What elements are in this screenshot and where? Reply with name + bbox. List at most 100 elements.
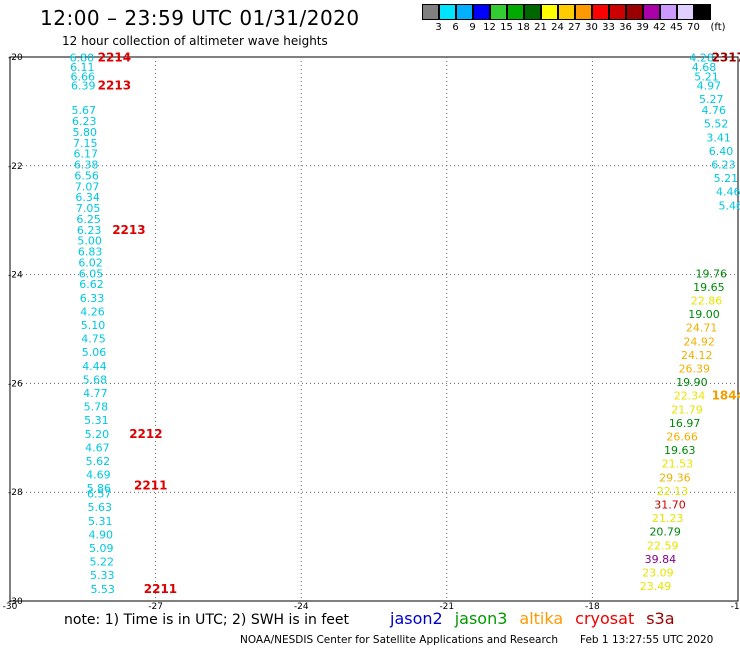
- wave-height-value: 5.86: [87, 482, 112, 495]
- color-swatch: [660, 4, 677, 20]
- color-scale-label: 21: [534, 22, 547, 33]
- wave-height-value: 6.83: [78, 246, 103, 259]
- pass-time-label: 2213: [98, 79, 131, 93]
- wave-height-value: 6.02: [78, 256, 103, 269]
- wave-height-value: 5.68: [83, 373, 108, 386]
- wave-height-value: 26.66: [666, 431, 698, 444]
- wave-height-value: 4.46: [716, 186, 740, 199]
- wave-height-value: 5.80: [72, 126, 97, 139]
- wave-height-value: 24.71: [686, 322, 718, 335]
- wave-height-value: 22.86: [691, 295, 723, 308]
- color-scale-label: 24: [551, 22, 564, 33]
- wave-height-value: 4.44: [82, 360, 107, 373]
- color-swatch: [490, 4, 507, 20]
- wave-height-value: 5.67: [72, 104, 97, 117]
- color-scale-label: 42: [653, 22, 666, 33]
- generated-timestamp: Feb 1 13:27:55 UTC 2020: [580, 634, 714, 646]
- color-swatch: [626, 4, 643, 20]
- wave-height-value: 5.22: [89, 556, 114, 569]
- wave-height-value: 6.23: [72, 115, 97, 128]
- wave-height-value: 6.38: [74, 159, 99, 172]
- wave-height-value: 21.23: [652, 512, 684, 525]
- wave-height-value: 4.67: [85, 441, 110, 454]
- wave-height-value: 3.41: [706, 131, 731, 144]
- wave-height-value: 19.90: [676, 376, 708, 389]
- wave-height-value: 6.23: [711, 159, 736, 172]
- wave-height-value: 19.65: [693, 281, 725, 294]
- wave-height-value: 23.49: [640, 580, 672, 593]
- wave-height-value: 22.13: [657, 485, 689, 498]
- color-swatch: [422, 4, 439, 20]
- color-swatch: [456, 4, 473, 20]
- wave-height-value: 29.36: [659, 471, 691, 484]
- wave-height-value: 24.92: [683, 335, 715, 348]
- color-scale-unit: (ft): [710, 22, 726, 33]
- color-scale-label: 45: [670, 22, 683, 33]
- legend-item: s3a: [646, 609, 675, 628]
- color-scale-label: 39: [636, 22, 649, 33]
- wave-height-value: 4.26: [80, 305, 105, 318]
- wave-height-value: 6.62: [79, 278, 104, 291]
- x-tick-label: -24: [294, 602, 309, 610]
- wave-height-value: 5.62: [86, 455, 111, 468]
- wave-height-value: 31.70: [654, 499, 686, 512]
- wave-height-value: 7.07: [75, 180, 100, 193]
- wave-height-value: 5.21: [714, 172, 739, 185]
- color-scale-label: 27: [568, 22, 581, 33]
- wave-height-value: 5.00: [77, 235, 102, 248]
- wave-height-value: 5.27: [699, 93, 724, 106]
- wave-height-value: 19.63: [664, 444, 696, 457]
- x-tick-label: -27: [148, 602, 163, 610]
- x-tick-label: -15: [731, 602, 740, 610]
- wave-height-value: 4.75: [81, 333, 106, 346]
- color-swatch: [524, 4, 541, 20]
- wave-height-value: 5.52: [704, 118, 729, 131]
- satellite-legend: jason2 jason3 altika cryosat s3a: [390, 609, 687, 628]
- x-tick-label: -21: [439, 602, 454, 610]
- wave-height-value: 6.11: [70, 61, 95, 74]
- y-tick-label: -26: [8, 379, 23, 389]
- color-swatch: [473, 4, 490, 20]
- color-swatch: [694, 4, 711, 20]
- wave-height-value: 5.78: [84, 401, 109, 414]
- wave-height-value: 26.39: [679, 363, 711, 376]
- wave-height-value: 24.12: [681, 349, 713, 362]
- color-scale-label: 70: [687, 22, 700, 33]
- color-scale-label: 9: [469, 22, 476, 33]
- wave-height-value: 5.53: [90, 583, 115, 596]
- wave-height-value: 6.05: [79, 267, 104, 280]
- color-swatch: [609, 4, 626, 20]
- wave-height-value: 6.40: [709, 145, 734, 158]
- wave-height-value: 5.06: [82, 346, 107, 359]
- wave-height-value: 21.79: [671, 403, 703, 416]
- wave-height-value: 22.34: [674, 390, 706, 403]
- wave-height-value: 6.80: [70, 51, 95, 64]
- wave-height-value: 22.59: [647, 539, 679, 552]
- y-tick-label: -24: [8, 271, 23, 281]
- wave-height-plot: -30 -27 -24 -21 -18 -15 -20 -22 -24 -26 -28 -30 6.80…: [3, 50, 740, 610]
- wave-height-value: 7.05: [76, 202, 101, 215]
- pass-time-label: 2214: [98, 50, 131, 64]
- color-scale-label: 6: [452, 22, 459, 33]
- y-tick-label: -30: [8, 597, 23, 607]
- color-scale-label: 3: [435, 22, 442, 33]
- wave-height-value: 6.33: [80, 292, 105, 305]
- wave-height-value: 4.68: [692, 61, 717, 74]
- color-swatch: [677, 4, 694, 20]
- legend-item: jason3: [454, 609, 508, 628]
- x-tick-label: -30: [3, 602, 18, 610]
- color-scale-label: 30: [585, 22, 598, 33]
- color-swatch: [439, 4, 456, 20]
- wave-height-value: 4.77: [83, 387, 108, 400]
- wave-height-value: 20.79: [649, 526, 681, 539]
- color-scale-label: 33: [602, 22, 615, 33]
- wave-height-value: 5.33: [90, 569, 115, 582]
- color-scale-label: 12: [483, 22, 496, 33]
- x-tick-label: -18: [585, 602, 600, 610]
- chart-title: 12:00 – 23:59 UTC 01/31/2020: [40, 6, 360, 30]
- wave-height-value: 6.56: [74, 169, 99, 182]
- wave-height-value: 4.90: [89, 528, 114, 541]
- wave-height-value: 4.97: [697, 80, 722, 93]
- wave-height-value: 4.28: [689, 51, 714, 64]
- wave-height-value: 5.31: [84, 414, 109, 427]
